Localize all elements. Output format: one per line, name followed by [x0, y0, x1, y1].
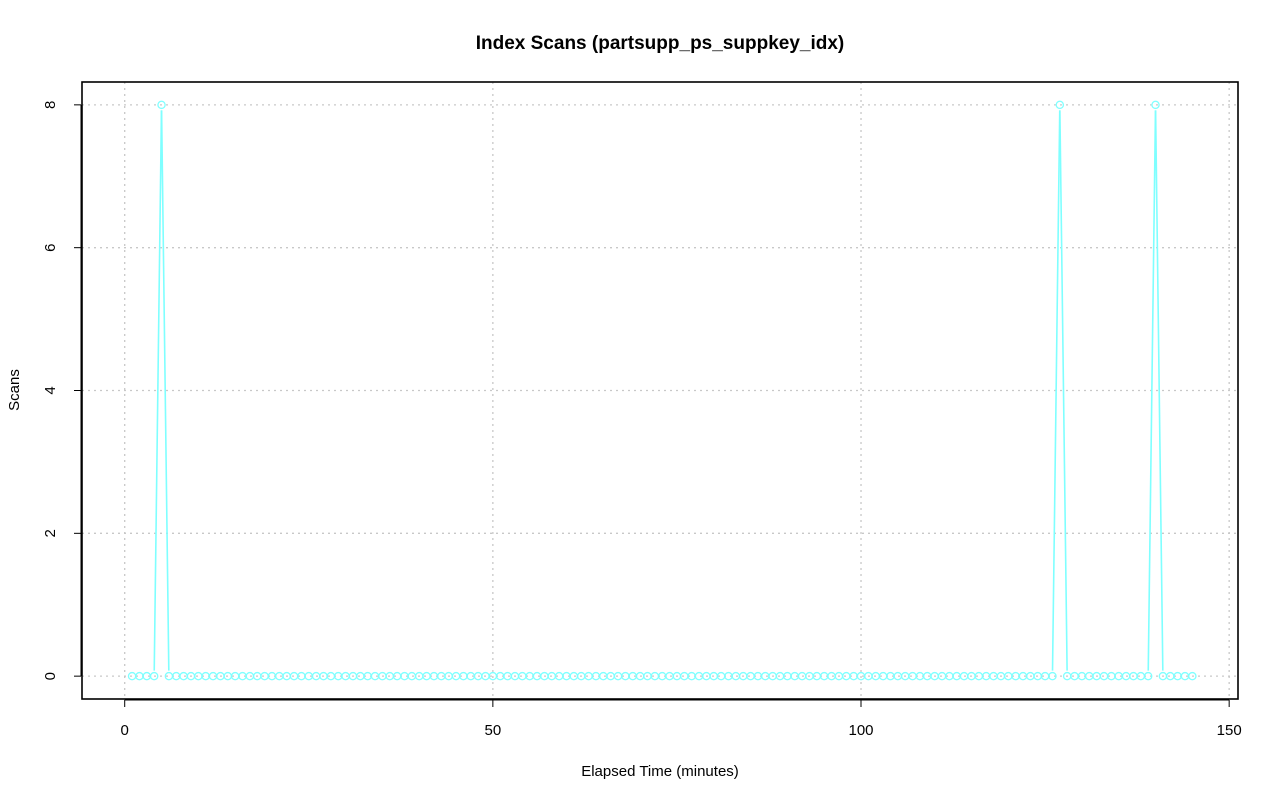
data-point	[842, 671, 851, 681]
data-point	[179, 671, 188, 681]
y-tick-label: 2	[42, 529, 59, 537]
series-segment	[1154, 110, 1164, 671]
data-point	[937, 671, 947, 681]
chart-title: Index Scans (partsupp_ps_suppkey_idx)	[476, 33, 845, 54]
data-point	[1048, 671, 1057, 681]
series-segment	[1147, 110, 1157, 671]
data-point	[893, 671, 903, 681]
y-tick-label: 0	[42, 672, 59, 680]
x-axis: 0 50 100 150	[121, 699, 1242, 739]
data-point	[775, 671, 785, 681]
data-point	[731, 671, 741, 681]
data-point	[1055, 100, 1065, 110]
x-tick-label: 0	[121, 722, 129, 739]
series-segment	[1051, 110, 1061, 671]
data-point	[149, 671, 159, 681]
data-point	[157, 100, 166, 110]
series-segment	[153, 110, 163, 671]
data-point	[569, 671, 579, 681]
y-tick-label: 6	[42, 244, 59, 252]
data-point	[407, 671, 417, 681]
x-axis-label: Elapsed Time (minutes)	[581, 763, 739, 780]
data-point	[341, 671, 350, 681]
data-point	[1004, 671, 1013, 681]
x-tick-label: 150	[1217, 722, 1242, 739]
y-axis-label: Scans	[6, 369, 23, 411]
plot-frame	[81, 81, 1239, 700]
series-layer	[127, 100, 1197, 681]
data-point	[356, 671, 365, 681]
y-axis: 0 2 4 6 8	[42, 101, 82, 680]
data-point	[127, 671, 137, 681]
data-point	[680, 671, 689, 681]
data-point	[1166, 671, 1175, 681]
data-point	[827, 671, 836, 681]
data-point	[451, 671, 461, 681]
data-point	[503, 671, 512, 681]
data-point	[665, 671, 674, 681]
data-point	[613, 671, 623, 681]
data-point	[194, 671, 203, 681]
series-segment	[1059, 110, 1068, 671]
data-point	[1151, 100, 1160, 110]
data-point	[289, 671, 299, 681]
data-point	[989, 671, 998, 681]
x-tick-label: 50	[485, 722, 502, 739]
y-tick-label: 8	[42, 101, 59, 109]
series-segment	[160, 110, 170, 671]
x-tick-label: 100	[848, 722, 873, 739]
data-point	[1188, 671, 1197, 681]
data-point	[518, 671, 527, 681]
y-tick-label: 4	[42, 386, 59, 394]
data-point	[245, 671, 255, 681]
grid	[82, 82, 1238, 699]
data-point	[1143, 671, 1153, 681]
